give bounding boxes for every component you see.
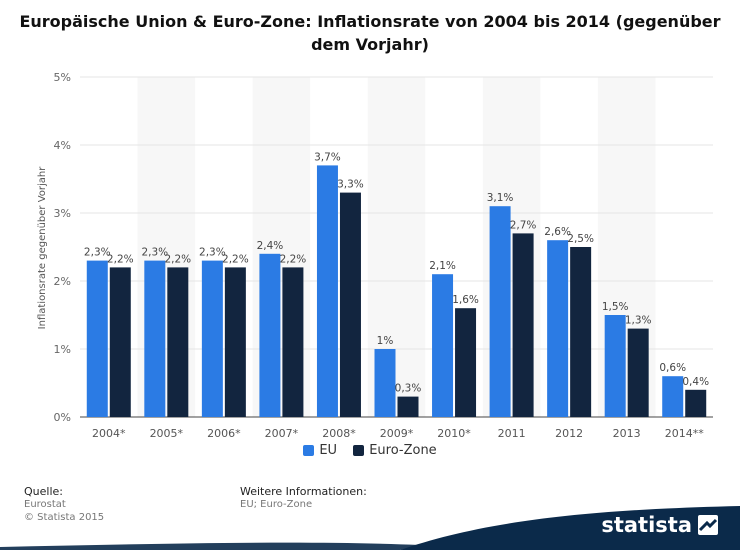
x-tick-label: 2005* xyxy=(150,427,184,440)
data-label: 2,2% xyxy=(222,253,249,265)
bar-chart: 0%1%2%3%4%5% 2,3%2,2%2,3%2,2%2,3%2,2%2,4… xyxy=(37,71,713,440)
bar-eu xyxy=(316,165,338,417)
bar-eu xyxy=(432,274,454,417)
data-label: 2,3% xyxy=(199,247,226,259)
x-tick-label: 2007* xyxy=(265,427,299,440)
data-label: 1,3% xyxy=(625,315,652,327)
bar-euro-zone xyxy=(167,267,189,417)
x-tick-label: 2012 xyxy=(555,427,583,440)
bar-euro-zone xyxy=(282,267,304,417)
data-labels: 2,3%2,2%2,3%2,2%2,3%2,2%2,4%2,2%3,7%3,3%… xyxy=(84,151,709,394)
x-axis-ticks: 2004* 2005* 2006* 2007* 2008* 2009* 2010* 2011 2… xyxy=(92,427,704,440)
y-axis-label: Inflationsrate gegenüber Vorjahr xyxy=(37,166,48,330)
bar-euro-zone xyxy=(627,328,649,417)
x-tick-label: 2013 xyxy=(613,427,641,440)
bar-euro-zone xyxy=(570,247,592,417)
bar-eu xyxy=(86,260,108,417)
x-tick-label: 2014** xyxy=(665,427,704,440)
bar-eu xyxy=(201,260,223,417)
x-tick-label: 2011 xyxy=(498,427,526,440)
source-heading: Quelle: xyxy=(24,485,63,498)
data-label: 2,5% xyxy=(567,233,594,245)
legend-label-euro-zone: Euro-Zone xyxy=(369,443,437,458)
y-tick-label: 0% xyxy=(54,411,71,424)
bar-eu xyxy=(604,315,626,417)
x-tick-label: 2006* xyxy=(207,427,241,440)
info-line: EU; Euro-Zone xyxy=(240,499,313,510)
y-tick-label: 4% xyxy=(54,139,71,152)
chart-title: Europäische Union & Euro-Zone: Inflation… xyxy=(19,12,721,54)
bar-eu xyxy=(489,206,511,417)
statista-logo[interactable]: statista xyxy=(601,513,718,537)
data-label: 3,3% xyxy=(337,179,364,191)
source-line: Eurostat xyxy=(24,499,66,510)
bar-eu xyxy=(662,376,684,417)
x-tick-label: 2004* xyxy=(92,427,126,440)
data-label: 0,4% xyxy=(682,376,709,388)
bar-euro-zone xyxy=(397,396,419,417)
x-tick-label: 2009* xyxy=(380,427,414,440)
bar-eu xyxy=(259,253,281,417)
y-axis-ticks: 0% 1% 2% 3% 4% 5% xyxy=(54,71,71,424)
data-label: 1,5% xyxy=(602,301,629,313)
bar-euro-zone xyxy=(109,267,131,417)
y-tick-label: 3% xyxy=(54,207,71,220)
y-tick-label: 2% xyxy=(54,275,71,288)
x-tick-label: 2008* xyxy=(322,427,356,440)
bar-euro-zone xyxy=(224,267,246,417)
data-label: 2,3% xyxy=(84,247,111,259)
y-tick-label: 1% xyxy=(54,343,71,356)
legend-swatch-euro-zone xyxy=(353,445,365,456)
data-label: 3,7% xyxy=(314,151,341,163)
data-label: 2,2% xyxy=(164,253,191,265)
data-label: 0,6% xyxy=(659,362,686,374)
bar-euro-zone xyxy=(339,192,361,417)
bar-eu xyxy=(144,260,166,417)
x-tick-label: 2010* xyxy=(437,427,471,440)
chart-bars xyxy=(86,165,707,417)
data-label: 0,3% xyxy=(395,383,422,395)
data-label: 2,4% xyxy=(257,240,284,252)
data-label: 3,1% xyxy=(487,192,514,204)
data-label: 1% xyxy=(377,335,394,347)
bar-euro-zone xyxy=(455,308,477,417)
brand-band xyxy=(0,506,740,550)
bar-eu xyxy=(374,349,396,417)
data-label: 2,7% xyxy=(510,219,537,231)
data-label: 2,3% xyxy=(141,247,168,259)
brand-name: statista xyxy=(601,513,692,537)
data-label: 1,6% xyxy=(452,294,479,306)
legend-swatch-eu xyxy=(303,445,315,456)
legend-label-eu: EU xyxy=(319,443,338,458)
data-label: 2,6% xyxy=(544,226,571,238)
y-tick-label: 5% xyxy=(54,71,71,84)
info-block: Weitere Informationen: EU; Euro-Zone xyxy=(240,485,367,511)
data-label: 2,1% xyxy=(429,260,456,272)
statista-logo-icon xyxy=(698,515,718,535)
legend-item-eu[interactable]: EU xyxy=(303,443,337,458)
bar-euro-zone xyxy=(512,233,534,417)
legend-item-euro-zone[interactable]: Euro-Zone xyxy=(353,443,437,458)
data-label: 2,2% xyxy=(280,253,307,265)
bar-eu xyxy=(547,240,569,417)
data-label: 2,2% xyxy=(107,253,134,265)
copyright-line: © Statista 2015 xyxy=(24,512,105,523)
info-heading: Weitere Informationen: xyxy=(240,485,367,498)
chart-legend: EU Euro-Zone xyxy=(0,443,740,458)
bar-euro-zone xyxy=(685,389,707,417)
source-block: Quelle: Eurostat © Statista 2015 xyxy=(24,485,104,524)
